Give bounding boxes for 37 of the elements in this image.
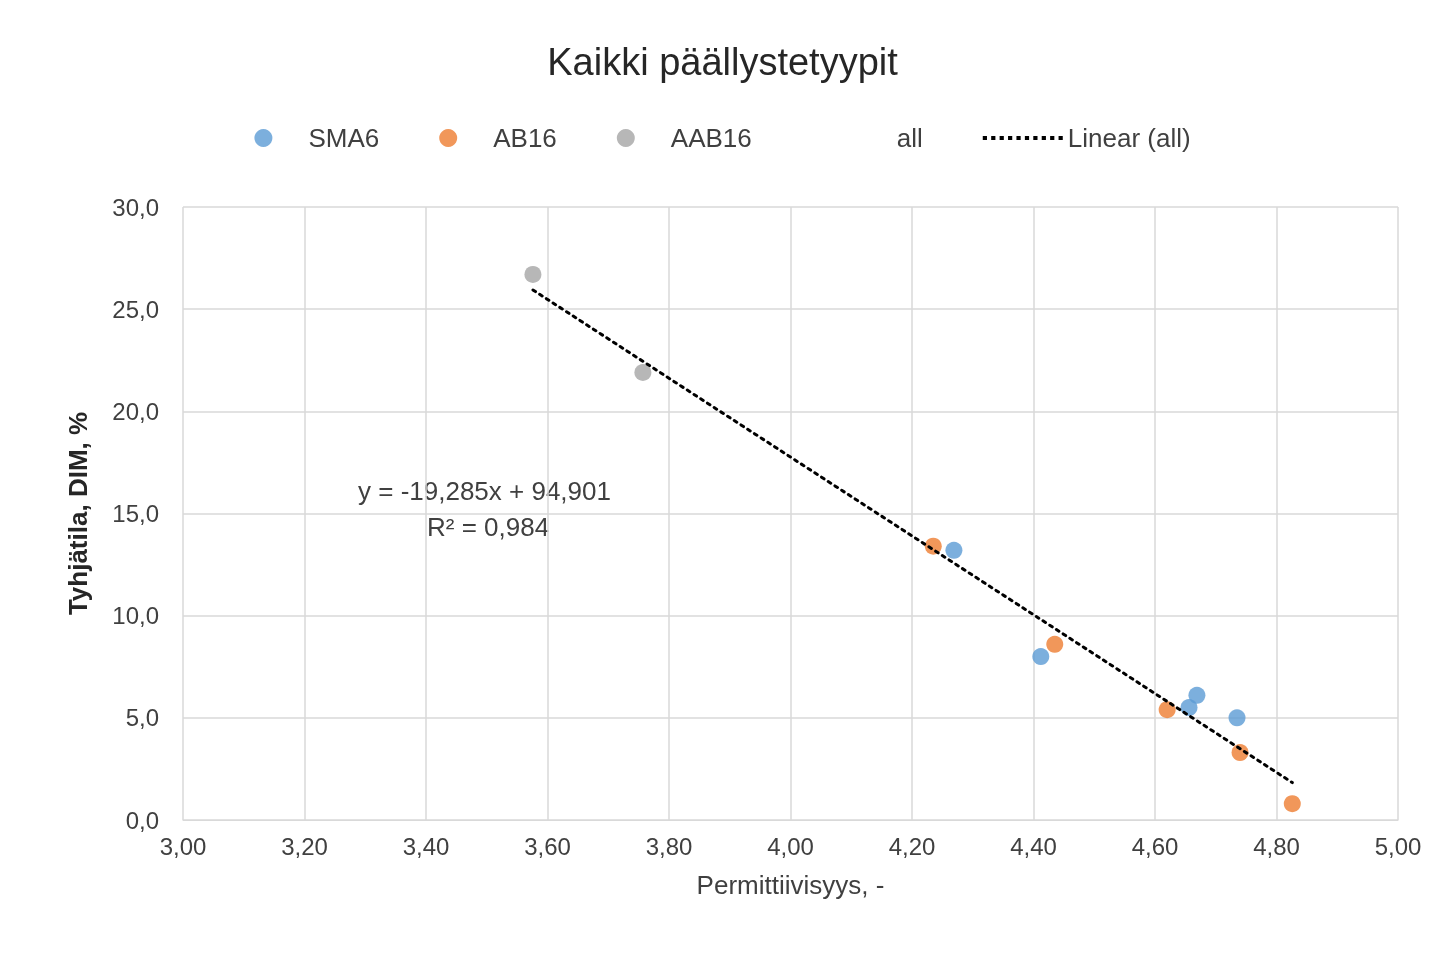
legend-label: Linear (all) — [1067, 123, 1191, 153]
legend-label: SMA6 — [308, 123, 380, 153]
x-tick-label: 4,60 — [1131, 832, 1179, 860]
x-tick-label: 3,60 — [524, 832, 571, 860]
point — [524, 265, 542, 283]
x-tick-label: 3,80 — [645, 832, 693, 860]
x-tick-label: 4,40 — [1010, 832, 1057, 860]
y-tick-label: 25,0 — [112, 295, 159, 323]
point — [1188, 686, 1206, 704]
x-tick-label: 4,20 — [888, 832, 936, 860]
x-tick-label: 3,00 — [159, 832, 207, 860]
x-tick-label: 3,40 — [402, 832, 450, 860]
annotation: y = -19,285x + 94,901 — [358, 476, 611, 506]
y-tick-label: 0,0 — [125, 806, 159, 834]
x-tick-label: 4,00 — [767, 832, 814, 860]
point — [1228, 709, 1246, 727]
point — [1032, 648, 1050, 666]
point — [634, 364, 652, 382]
y-tick-label: 10,0 — [112, 602, 159, 630]
point — [1046, 635, 1064, 653]
point — [945, 541, 963, 559]
y-tick-label: 5,0 — [125, 704, 159, 732]
y-axis-title: Tyhjätila, DIM, % — [63, 411, 93, 616]
point — [1158, 701, 1176, 719]
text: all — [896, 123, 923, 153]
legend-label: AAB16 — [670, 123, 752, 153]
y-tick-label: 15,0 — [112, 500, 159, 527]
x-tick-label: 5,00 — [1374, 832, 1422, 860]
x-tick-label: 4,80 — [1253, 832, 1300, 860]
y-tick-label: 20,0 — [112, 397, 159, 425]
point — [1283, 795, 1301, 813]
chart-title: Kaikki päällystetyypit — [547, 41, 899, 83]
x-axis-title: Permittiivisyys, - — [696, 870, 885, 900]
legend-label: AB16 — [493, 123, 557, 153]
x-tick-label: 3,20 — [281, 832, 328, 860]
y-tick-label: 30,0 — [112, 193, 159, 221]
annotation: R² = 0,984 — [426, 512, 550, 542]
